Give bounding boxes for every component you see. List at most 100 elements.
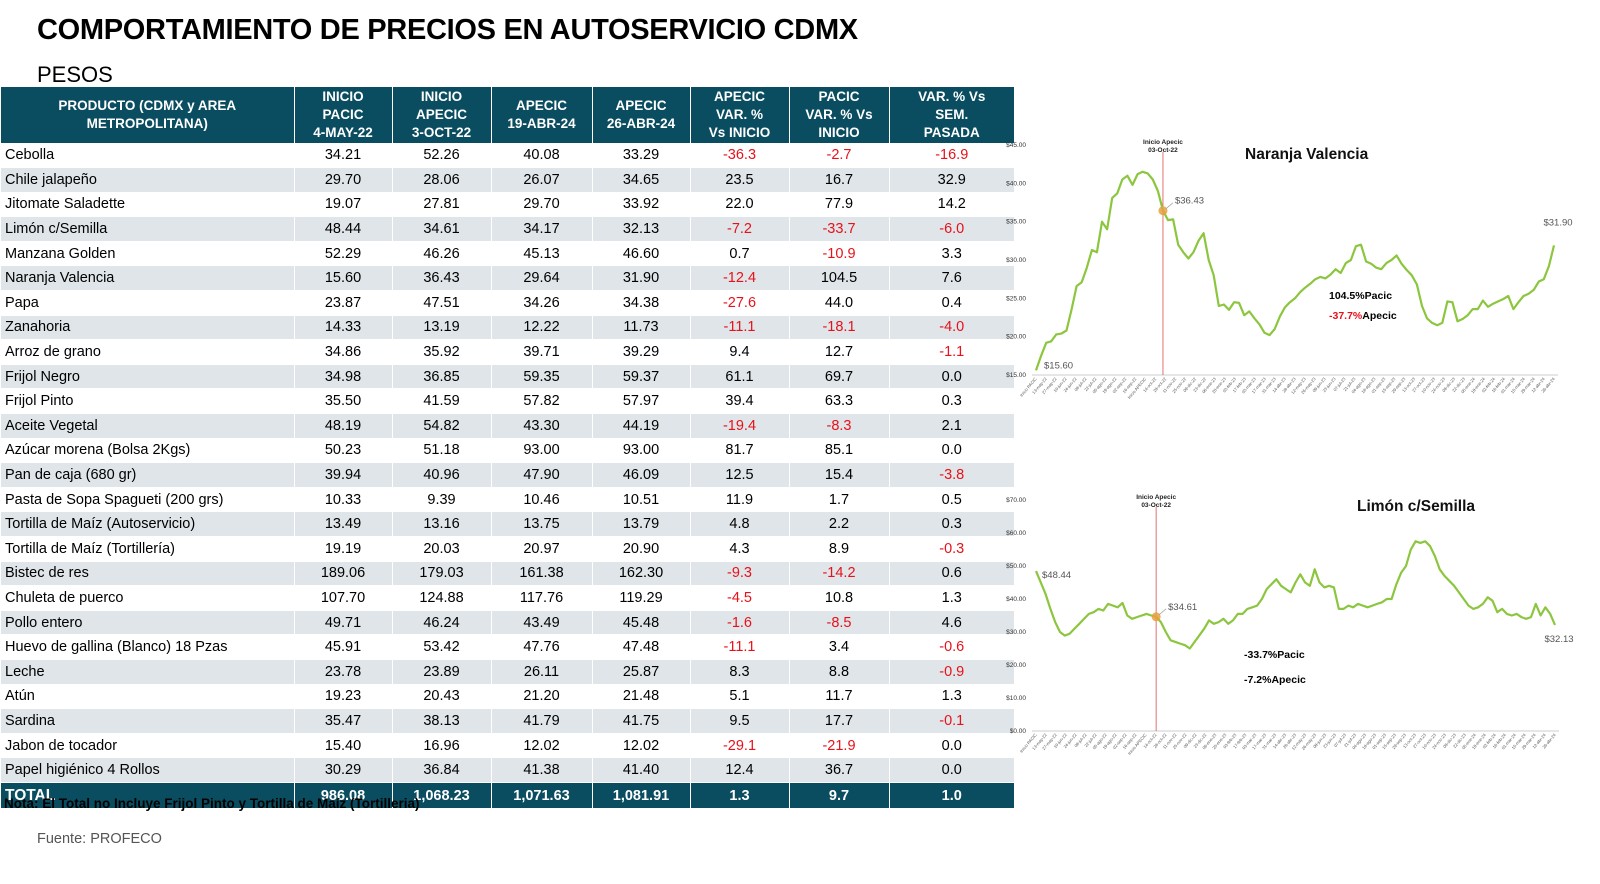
value-cell: 29.70 — [490, 191, 592, 217]
value-cell: 0.3 — [888, 388, 1014, 414]
column-header-line: INICIO — [322, 88, 364, 104]
column-header-line: VAR. % Vs — [918, 88, 986, 104]
value-cell: 14.2 — [888, 191, 1014, 217]
price-series-line — [1034, 540, 1557, 650]
value-cell: 11.9 — [689, 486, 789, 512]
y-tick-label: $0.00 — [1010, 728, 1027, 735]
value-cell: 81.7 — [689, 437, 789, 463]
value-cell: -19.4 — [689, 413, 789, 439]
value-cell: 27.81 — [391, 191, 491, 217]
start-value-label: $48.44 — [1042, 570, 1071, 581]
value-cell: 41.38 — [490, 757, 592, 783]
product-name-cell: Zanahoria — [1, 314, 294, 340]
product-name-cell: Jitomate Saladette — [1, 191, 294, 217]
value-cell: 4.6 — [888, 609, 1014, 635]
value-cell: 28.06 — [391, 167, 491, 193]
total-value-cell: 9.7 — [788, 781, 889, 809]
value-cell: -1.6 — [689, 609, 789, 635]
chart-title: Naranja Valencia — [1245, 146, 1369, 163]
value-cell: 12.22 — [490, 314, 592, 340]
value-cell: 15.60 — [293, 265, 392, 291]
point-label-leader — [1165, 202, 1174, 209]
value-cell: -10.9 — [788, 240, 889, 266]
product-name-cell: Naranja Valencia — [1, 265, 294, 291]
value-cell: -4.0 — [888, 314, 1014, 340]
table-row: Chile jalapeño 29.70 28.06 26.07 34.65 23.5 16… — [1, 167, 1014, 193]
table-row: Arroz de grano 34.86 35.92 39.71 39.29 9.4 12.… — [1, 339, 1014, 365]
value-cell: 0.4 — [888, 290, 1014, 316]
product-name-cell: Chile jalapeño — [1, 167, 294, 193]
value-cell: 85.1 — [788, 437, 889, 463]
value-cell: 47.48 — [591, 634, 690, 660]
value-cell: -27.6 — [689, 290, 789, 316]
annotation-text: Apecic — [1271, 674, 1306, 686]
column-header-line: PASADA — [923, 124, 980, 140]
value-cell: 10.51 — [591, 486, 690, 512]
column-header-line: 3-OCT-22 — [411, 124, 472, 140]
start-value-label: $15.60 — [1044, 360, 1073, 371]
value-cell: 22.0 — [689, 191, 789, 217]
value-cell: 20.03 — [391, 536, 491, 562]
y-tick-label: $10.00 — [1006, 695, 1026, 702]
chart-svg: $0.00 $10.00 $20.00 $30.00 $40.00 $50.00 $60.0… — [1006, 494, 1573, 756]
value-cell: 40.96 — [391, 462, 491, 488]
value-cell: 15.40 — [293, 732, 392, 758]
value-cell: 10.46 — [490, 486, 592, 512]
total-value-cell: 1,081.91 — [591, 781, 690, 809]
table-row: Papel higiénico 4 Rollos 30.29 36.84 41.38 4… — [1, 757, 1014, 783]
value-cell: -0.6 — [888, 634, 1014, 660]
column-header-line: APECIC — [713, 88, 765, 104]
value-cell: 34.86 — [293, 339, 392, 365]
value-cell: 8.3 — [689, 658, 789, 685]
value-cell: -1.1 — [888, 339, 1014, 365]
value-cell: -0.9 — [888, 658, 1014, 685]
value-cell: 13.79 — [591, 511, 690, 537]
value-cell: -4.5 — [689, 585, 789, 611]
value-cell: 41.79 — [490, 708, 592, 734]
table-total-row: TOTAL 986.08 1,068.23 1,071.63 1,081.91 1.3 9.… — [1, 781, 1014, 809]
value-cell: 93.00 — [591, 437, 690, 463]
value-cell: 21.20 — [490, 683, 592, 709]
value-cell: 2.1 — [888, 413, 1014, 439]
value-cell: 30.29 — [293, 757, 392, 783]
value-cell: 31.90 — [591, 265, 690, 291]
value-cell: 93.00 — [490, 437, 592, 463]
value-cell: 117.76 — [490, 585, 592, 611]
value-cell: 63.3 — [788, 388, 889, 414]
y-tick-label: $20.00 — [1006, 662, 1026, 669]
y-tick-label: $45.00 — [1006, 142, 1026, 149]
value-cell: 5.1 — [689, 683, 789, 709]
column-header: VAR. % Vs SEM. PASADA — [888, 87, 1014, 143]
table-row: Pan de caja (680 gr) 39.94 40.96 47.90 46.09… — [1, 462, 1014, 488]
value-cell: 12.02 — [591, 732, 690, 758]
value-cell: -36.3 — [689, 142, 789, 168]
value-cell: -9.3 — [689, 560, 789, 586]
y-tick-label: $40.00 — [1006, 596, 1026, 603]
value-cell: 34.38 — [591, 290, 690, 316]
value-cell: 189.06 — [293, 560, 392, 586]
apecic-start-point — [1151, 612, 1161, 622]
price-series-line — [1034, 170, 1556, 371]
table-row: Papa 23.87 47.51 34.26 34.38 -27.6 44.0 0.4 — [1, 290, 1014, 316]
value-cell: 48.44 — [293, 216, 392, 242]
y-tick-label: $25.00 — [1006, 295, 1026, 302]
column-header: INICIO PACIC 4-MAY-22 — [293, 87, 392, 143]
value-cell: -16.9 — [888, 142, 1014, 168]
product-name-cell: Papel higiénico 4 Rollos — [1, 757, 294, 783]
point-value-label: $36.43 — [1175, 196, 1204, 207]
table-row: Chuleta de puerco 107.70 124.88 117.76 119.2… — [1, 585, 1014, 611]
value-cell: 36.85 — [391, 363, 491, 389]
value-cell: -14.2 — [788, 560, 889, 586]
total-label: TOTAL — [1, 781, 294, 809]
table-body: Cebolla 34.21 52.26 40.08 33.29 -36.3 -2.7 -16.… — [1, 142, 1014, 783]
value-cell: 23.87 — [293, 290, 392, 316]
value-cell: 34.21 — [293, 142, 392, 168]
value-cell: 3.4 — [788, 634, 889, 660]
value-cell: 16.96 — [391, 732, 491, 758]
value-cell: 39.29 — [591, 339, 690, 365]
total-value-cell: 1,068.23 — [391, 781, 491, 809]
value-cell: -8.3 — [788, 413, 889, 439]
table-row: Atún 19.23 20.43 21.20 21.48 5.1 11.7 1.3 — [1, 683, 1014, 709]
value-cell: 2.2 — [788, 511, 889, 537]
product-name-cell: Limón c/Semilla — [1, 216, 294, 242]
